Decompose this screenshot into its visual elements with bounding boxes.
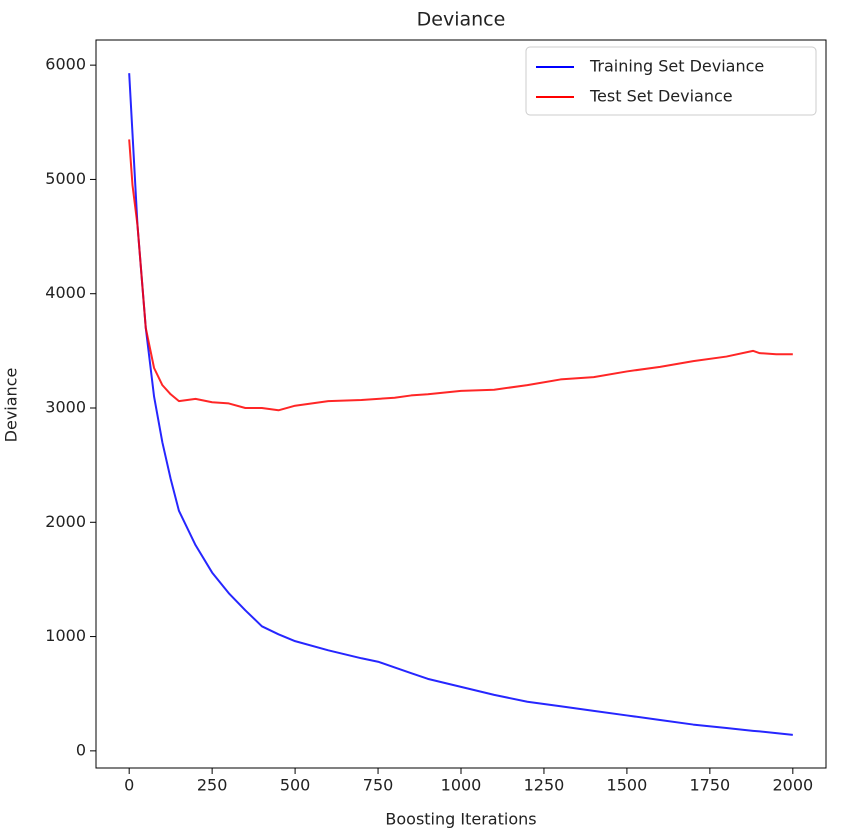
- x-tick-label: 250: [197, 776, 228, 795]
- x-tick-label: 2000: [772, 776, 813, 795]
- y-tick-label: 0: [76, 740, 86, 759]
- legend: Training Set Deviance Test Set Deviance: [525, 46, 817, 116]
- plot-frame: [95, 39, 827, 769]
- chart-title: Deviance: [417, 9, 506, 31]
- legend-box: [525, 46, 817, 116]
- data-line: [128, 139, 793, 412]
- y-tick-label: 2000: [45, 512, 86, 531]
- x-tick-label: 750: [363, 776, 394, 795]
- y-tick-label: 5000: [45, 169, 86, 188]
- legend-label: Training Set Deviance: [589, 57, 764, 76]
- x-tick-label: 1750: [690, 776, 731, 795]
- x-tick-label: 1250: [524, 776, 565, 795]
- x-axis-label: Boosting Iterations: [385, 810, 536, 829]
- x-tick-label: 1000: [441, 776, 482, 795]
- y-tick-label: 4000: [45, 283, 86, 302]
- x-tick-label: 0: [124, 776, 134, 795]
- y-tick-label: 3000: [45, 398, 86, 417]
- y-axis-label: Deviance: [2, 368, 21, 443]
- legend-label: Test Set Deviance: [589, 87, 733, 106]
- data-line: [128, 73, 793, 736]
- x-tick-label: 1500: [607, 776, 648, 795]
- y-tick-label: 1000: [45, 626, 86, 645]
- x-tick-label: 500: [280, 776, 311, 795]
- y-tick-label: 6000: [45, 55, 86, 74]
